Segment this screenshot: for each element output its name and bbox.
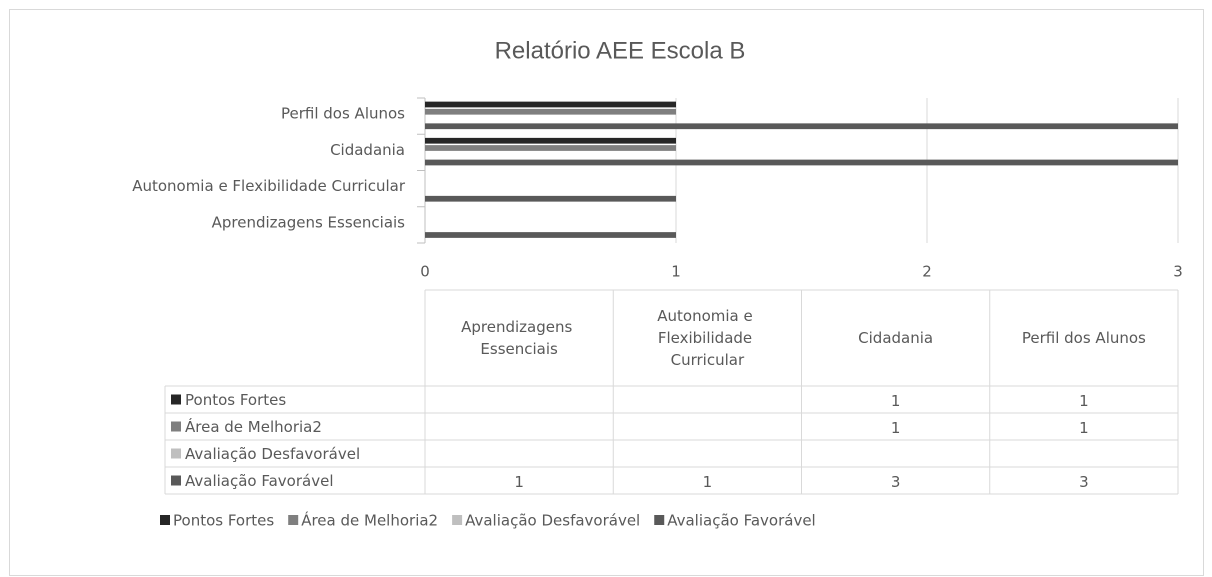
table-row-label: Avaliação Desfavorável — [185, 445, 360, 463]
x-tick-label: 1 — [671, 263, 681, 281]
legend-key — [288, 515, 299, 525]
bar — [425, 108, 676, 115]
table-cell: 1 — [891, 419, 901, 437]
bar — [425, 159, 1178, 166]
table-cell: 1 — [703, 473, 713, 491]
y-tick-label: Cidadania — [330, 141, 405, 159]
bar — [425, 232, 676, 238]
legend-label: Avaliação Desfavorável — [465, 512, 640, 530]
y-tick-label: Autonomia e Flexibilidade Curricular — [132, 177, 406, 195]
legend-label: Pontos Fortes — [173, 512, 274, 530]
x-tick-label: 2 — [922, 263, 932, 281]
legend-label: Avaliação Favorável — [667, 512, 816, 530]
chart-border — [9, 9, 1204, 576]
table-header: Autonomia e Flexibilidade Curricular — [657, 307, 757, 369]
table-cell: 1 — [891, 392, 901, 410]
table-row-label: Pontos Fortes — [185, 391, 286, 409]
table-cell: 1 — [1079, 392, 1089, 410]
bar — [425, 123, 1178, 130]
bar — [425, 195, 676, 202]
table-header: Aprendizagens Essenciais — [461, 318, 577, 358]
chart-title: Relatório AEE Escola B — [495, 37, 746, 64]
legend-key — [654, 515, 665, 525]
legend-key — [171, 475, 181, 486]
bar — [425, 137, 676, 144]
legend-label: Área de Melhoria2 — [301, 511, 438, 530]
table-cell: 1 — [1079, 419, 1089, 437]
legend-key — [171, 448, 181, 459]
y-tick-label: Aprendizagens Essenciais — [212, 213, 406, 231]
table-row-label: Avaliação Favorável — [185, 472, 334, 490]
legend-key — [171, 394, 181, 405]
legend-key — [171, 421, 181, 432]
table-header: Perfil dos Alunos — [1022, 329, 1146, 347]
table-row-label: Área de Melhoria2 — [185, 417, 322, 436]
table-header: Cidadania — [858, 329, 933, 347]
table-cell: 3 — [1079, 473, 1089, 491]
y-tick-label: Perfil dos Alunos — [281, 105, 405, 123]
bar — [425, 145, 676, 151]
legend-key — [452, 515, 463, 525]
x-tick-label: 3 — [1173, 263, 1183, 281]
legend-key — [160, 515, 170, 525]
table-cell: 1 — [514, 473, 524, 491]
bar — [425, 101, 676, 108]
table-cell: 3 — [891, 473, 901, 491]
x-tick-label: 0 — [420, 263, 430, 281]
